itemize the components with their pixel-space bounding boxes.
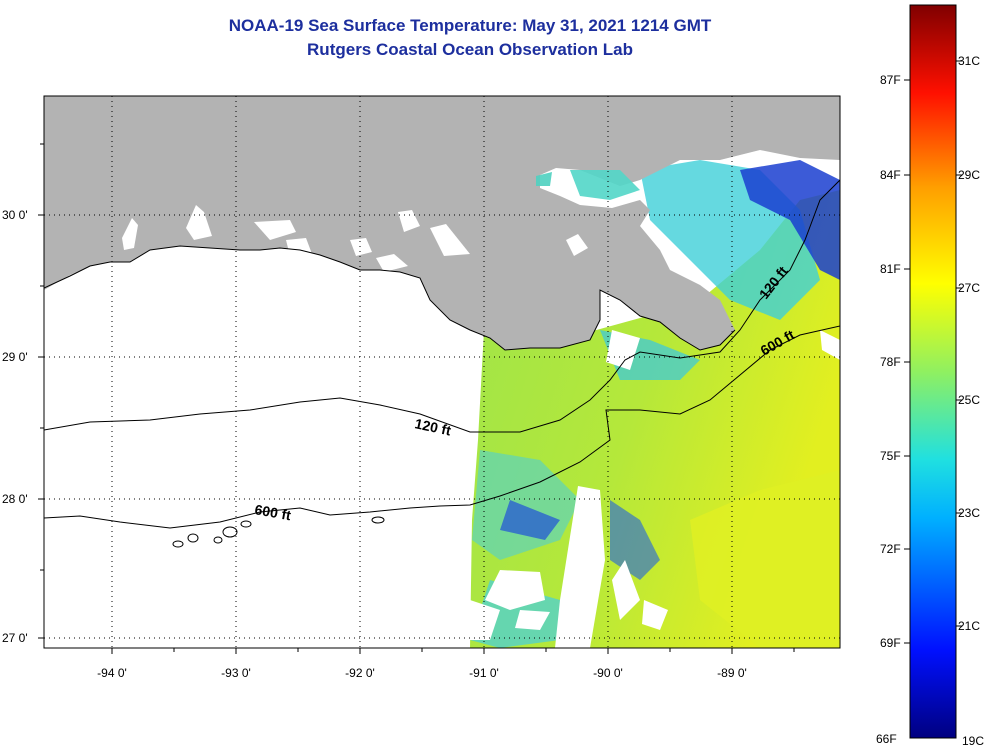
plot-border: [43, 95, 841, 649]
sst-data-layer: [470, 160, 840, 648]
map-subtitle: Rutgers Coastal Ocean Observation Lab: [307, 40, 633, 59]
colorbar-c-29: 29C: [958, 168, 980, 182]
lon-label-92: -92 0': [345, 666, 375, 680]
colorbar-c-25: 25C: [958, 393, 980, 407]
lat-label-27: 27 0': [2, 631, 28, 645]
lon-label-89: -89 0': [717, 666, 747, 680]
lat-label-30: 30 0': [2, 208, 28, 222]
colorbar-c-21: 21C: [958, 619, 980, 633]
lat-label-28: 28 0': [2, 492, 28, 506]
lon-label-93: -93 0': [221, 666, 251, 680]
map-title: NOAA-19 Sea Surface Temperature: May 31,…: [228, 16, 712, 35]
colorbar-c-23: 23C: [958, 506, 980, 520]
colorbar-c-27: 27C: [958, 281, 980, 295]
lat-label-29: 29 0': [2, 350, 28, 364]
colorbar: [909, 4, 957, 739]
lon-label-91: -91 0': [469, 666, 499, 680]
colorbar-f-72: 72F: [880, 542, 901, 556]
colorbar-f-81: 81F: [880, 262, 901, 276]
lon-label-90: -90 0': [593, 666, 623, 680]
contour-label-120ft-west: 120 ft: [413, 415, 452, 438]
colorbar-f-69: 69F: [880, 636, 901, 650]
contour-120ft: [44, 179, 840, 433]
colorbar-ticks: [904, 60, 962, 644]
coastline: [44, 245, 736, 351]
land-mass: [44, 96, 840, 350]
colorbar-f-84: 84F: [880, 168, 901, 182]
colorbar-f-75: 75F: [880, 449, 901, 463]
colorbar-f-78: 78F: [880, 355, 901, 369]
contour-600ft: [44, 325, 840, 529]
colorbar-c-19: 19C: [962, 734, 984, 748]
colorbar-f-66: 66F: [876, 732, 897, 746]
graticule: [44, 96, 840, 648]
colorbar-f-87: 87F: [880, 73, 901, 87]
colorbar-c-31: 31C: [958, 54, 980, 68]
contour-label-600ft-west: 600 ft: [253, 501, 292, 523]
axis-ticks: [38, 143, 795, 654]
lon-label-94: -94 0': [97, 666, 127, 680]
